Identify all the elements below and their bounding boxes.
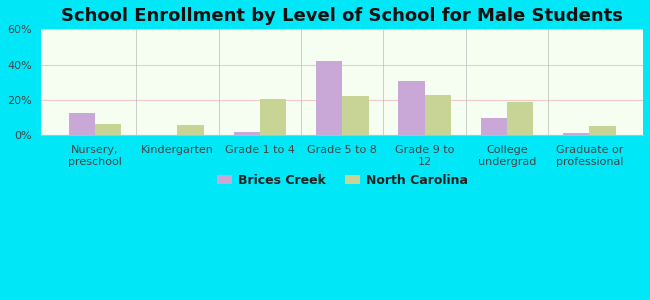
Bar [177,125,204,135]
Title: School Enrollment by Level of School for Male Students: School Enrollment by Level of School for… [61,7,623,25]
Bar [424,95,451,135]
Bar [95,124,122,135]
Bar [69,113,95,135]
Bar [343,96,369,135]
Bar [563,133,590,135]
Bar [398,80,424,135]
Bar [480,118,507,135]
Bar [590,126,616,135]
Bar [233,132,260,135]
Bar [507,102,534,135]
Bar [260,99,286,135]
Legend: Brices Creek, North Carolina: Brices Creek, North Carolina [213,170,471,190]
Bar [316,61,343,135]
